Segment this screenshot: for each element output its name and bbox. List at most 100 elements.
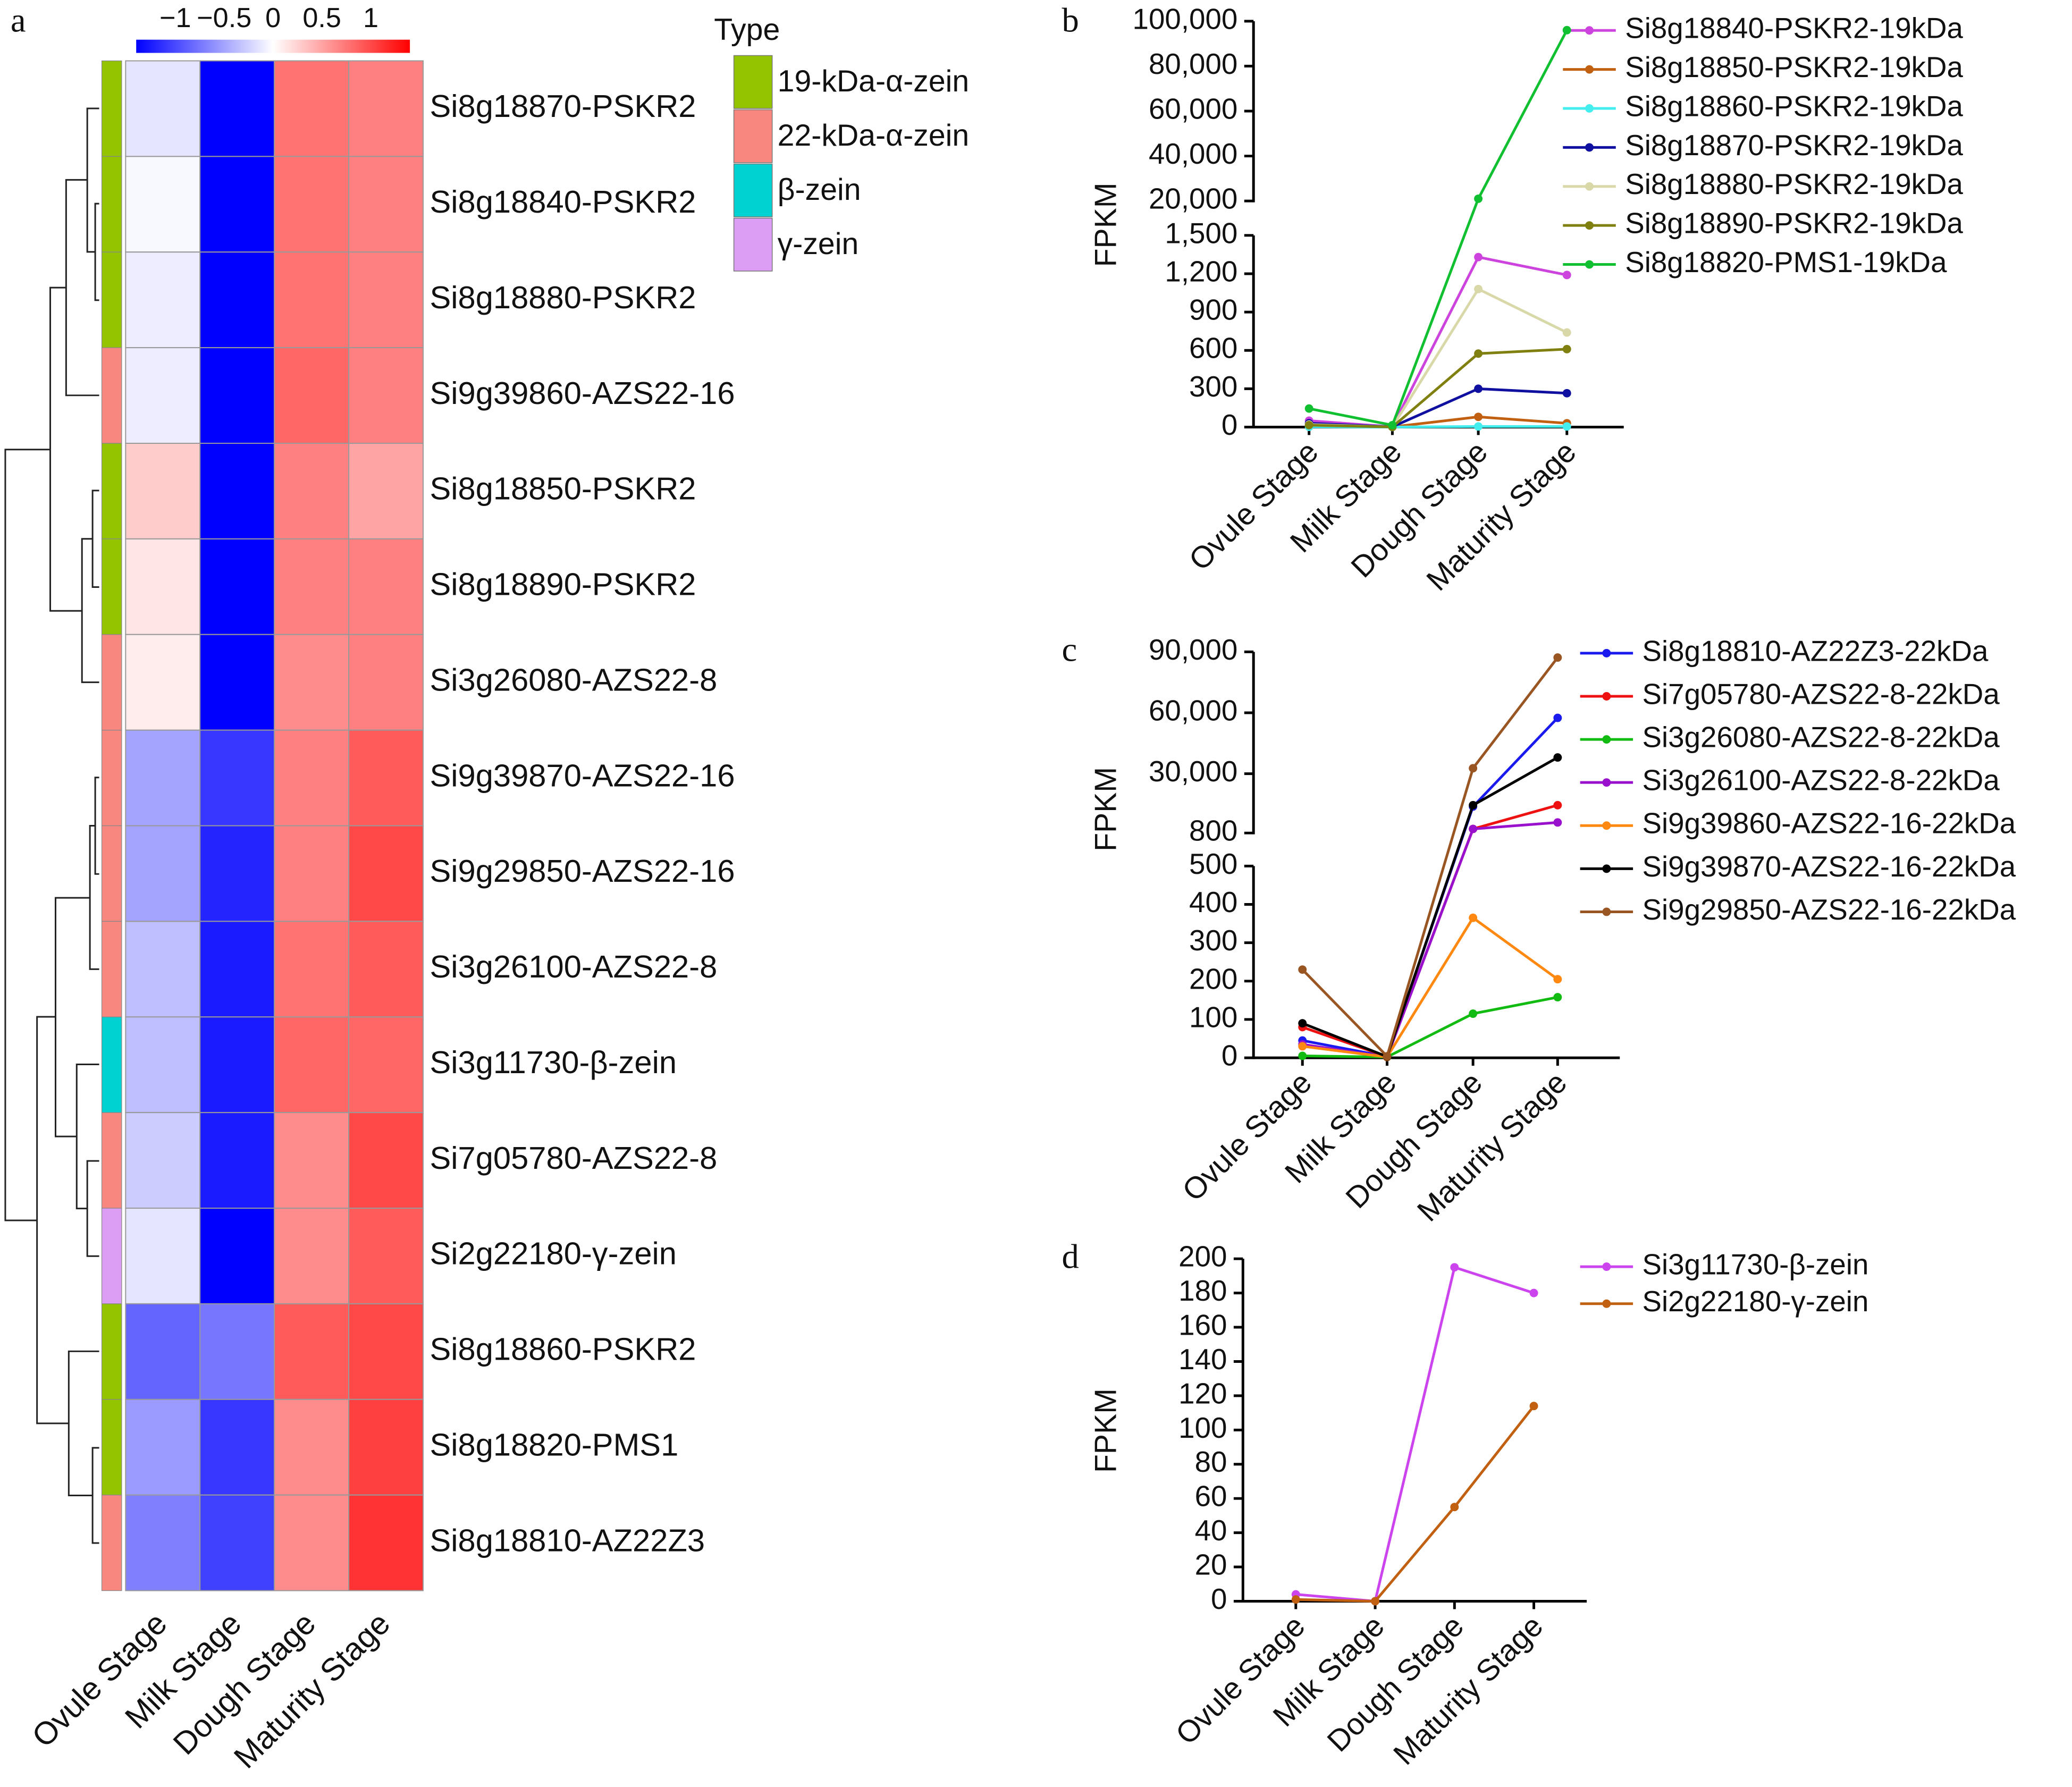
data-point [1450, 1503, 1459, 1512]
legend-swatch [733, 109, 773, 163]
heatmap-cell [125, 634, 201, 731]
row-label: Si9g39860-AZS22-16 [429, 375, 735, 411]
heatmap-cell [199, 634, 275, 731]
row-label: Si8g18880-PSKR2 [429, 280, 696, 315]
y-axis-label: FPKM [1089, 1388, 1123, 1473]
data-point [1291, 1595, 1300, 1604]
heatmap-cell [348, 921, 424, 1018]
heatmap-cell [274, 634, 350, 731]
heatmap-cell [348, 1112, 424, 1209]
heatmap-cell [199, 729, 275, 827]
panel-label: c [1062, 630, 1077, 669]
legend-label: Si8g18810-AZ22Z3-22kDa [1643, 634, 1989, 667]
data-point [1553, 800, 1562, 810]
heatmap-cell [274, 1016, 350, 1114]
heatmap-cell [199, 921, 275, 1018]
row-label: Si3g11730-β-zein [429, 1044, 677, 1080]
data-point [1388, 420, 1397, 429]
heatmap-cell [348, 729, 424, 827]
type-annotation [101, 251, 122, 348]
heatmap-cell [199, 1112, 275, 1209]
heatmap-cell [199, 538, 275, 635]
data-point [1474, 422, 1483, 431]
row-label: Si9g39870-AZS22-16 [429, 757, 735, 793]
legend-marker [1602, 648, 1611, 658]
heatmap-cell [125, 1398, 201, 1496]
dendrogram-branches [4, 107, 99, 1544]
line-series [1295, 1266, 1535, 1603]
legend-marker [1602, 735, 1611, 744]
heatmap-cell [125, 729, 201, 827]
panel-label: a [11, 1, 26, 39]
data-point [1529, 1288, 1538, 1297]
line-series [1295, 1405, 1535, 1603]
y-tick-label: 160 [1178, 1308, 1227, 1341]
dendrogram [4, 107, 99, 1544]
heatmap-cell [348, 825, 424, 922]
x-tick-label: Ovule Stage [1183, 435, 1325, 577]
data-point [1553, 713, 1562, 722]
data-point [1469, 824, 1478, 833]
y-tick-label: 0 [1222, 408, 1237, 441]
heatmap-cell [274, 1494, 350, 1591]
legend-label: 19-kDa-α-zein [778, 64, 970, 98]
y-tick-label: 200 [1178, 1240, 1227, 1273]
data-point [1474, 194, 1483, 203]
heatmap-cell [125, 156, 201, 253]
type-annotation [101, 60, 122, 157]
data-point [1474, 384, 1483, 393]
row-label: Si9g29850-AZS22-16 [429, 853, 735, 889]
y-tick-label: 400 [1189, 886, 1237, 918]
line-series [1301, 656, 1559, 1059]
y-tick-label: 60 [1195, 1480, 1227, 1513]
data-point [1450, 1263, 1459, 1272]
heatmap-cell [348, 1016, 424, 1114]
type-annotation [101, 921, 122, 1017]
y-tick-label: 80,000 [1149, 47, 1237, 80]
heatmap-cell [274, 1208, 350, 1304]
y-tick-label: 1,200 [1165, 255, 1237, 288]
y-tick-label: 0 [1211, 1582, 1227, 1615]
data-point [1469, 764, 1478, 773]
y-tick-label: 100 [1189, 1000, 1237, 1033]
line-series [1302, 821, 1558, 1059]
y-tick-label: 300 [1189, 370, 1237, 403]
legend-label: Si3g26080-AZS22-8-22kDa [1643, 721, 2000, 754]
data-point [1304, 404, 1313, 413]
legend-marker [1585, 260, 1594, 269]
type-annotation [101, 1208, 122, 1304]
type-annotation [101, 634, 122, 731]
data-point [1553, 975, 1562, 984]
heatmap-cell [125, 442, 201, 540]
type-annotation [101, 825, 122, 922]
y-tick-label: 30,000 [1149, 755, 1237, 788]
heatmap-cell [274, 156, 350, 253]
data-point [1298, 1019, 1307, 1028]
type-annotation [101, 730, 122, 827]
colorbar-tick-label: 0 [265, 3, 281, 33]
type-annotation [101, 538, 122, 635]
heatmap-cell [125, 1494, 201, 1591]
data-point [1469, 800, 1478, 810]
y-tick-label: 80 [1195, 1445, 1227, 1478]
heatmap-cell [274, 347, 350, 444]
heatmap-cell [348, 60, 424, 157]
panel-label: b [1062, 1, 1079, 39]
y-tick-label: 800 [1189, 814, 1237, 847]
row-label: Si8g18810-AZ22Z3 [429, 1522, 705, 1558]
x-tick-label: Ovule Stage [1176, 1066, 1318, 1208]
heatmap-cell [274, 729, 350, 827]
colorbar [136, 39, 410, 53]
legend-marker [1602, 692, 1611, 701]
colorbar-tick-label: 0.5 [302, 3, 341, 33]
data-point [1298, 965, 1307, 974]
line-series [1302, 756, 1559, 1059]
heatmap-cell [348, 156, 424, 253]
legend-label: Si3g11730-β-zein [1643, 1248, 1869, 1281]
y-tick-label: 600 [1189, 332, 1237, 365]
legend-marker [1602, 778, 1611, 787]
heatmap-cell [199, 1303, 275, 1400]
type-annotation [101, 1016, 122, 1113]
legend-swatch [733, 163, 773, 217]
